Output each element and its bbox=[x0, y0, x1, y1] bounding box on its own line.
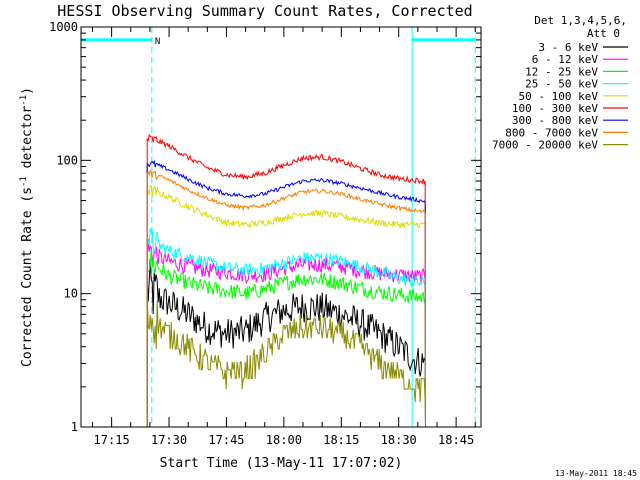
detector-label: Det 1,3,4,5,6, bbox=[534, 14, 627, 27]
y-axis: 1 10 100 1000 bbox=[49, 20, 481, 434]
y-tick-label: 1 bbox=[71, 420, 78, 434]
legend-entry-label: 100 - 300 keV bbox=[512, 102, 598, 115]
y-tick-label: 1000 bbox=[49, 20, 78, 34]
x-tick-label: 17:30 bbox=[151, 433, 187, 447]
attenuator-label: Att 0 bbox=[587, 27, 620, 40]
plot-frame bbox=[80, 26, 482, 428]
x-axis: 17:15 17:30 17:45 18:00 18:15 18:30 18:45 bbox=[91, 27, 476, 447]
chart-title: HESSI Observing Summary Count Rates, Cor… bbox=[57, 2, 472, 20]
series-line bbox=[146, 228, 426, 428]
legend-entry-label: 12 - 25 keV bbox=[525, 65, 598, 78]
series-line bbox=[146, 133, 426, 428]
legend-entry-label: 25 - 50 keV bbox=[525, 78, 598, 91]
series-line bbox=[146, 293, 426, 428]
legend-entry-label: 3 - 6 keV bbox=[538, 41, 598, 54]
series-line bbox=[146, 159, 426, 428]
x-tick-label: 17:15 bbox=[94, 433, 130, 447]
x-tick-label: 17:45 bbox=[208, 433, 244, 447]
night-marker-label: N bbox=[155, 37, 160, 47]
series-line bbox=[146, 184, 426, 428]
x-tick-label: 18:30 bbox=[381, 433, 417, 447]
y-tick-label: 10 bbox=[64, 287, 78, 301]
y-axis-label: Corrected Count Rate (s-1 detector-1) bbox=[19, 87, 35, 367]
x-tick-label: 18:45 bbox=[438, 433, 474, 447]
legend-entry-label: 6 - 12 keV bbox=[532, 53, 599, 66]
series-line bbox=[146, 249, 426, 428]
legend-entry-label: 300 - 800 keV bbox=[512, 114, 598, 127]
legend-entry-label: 50 - 100 keV bbox=[519, 90, 599, 103]
x-axis-label: Start Time (13-May-11 17:07:02) bbox=[160, 456, 403, 471]
timestamp: 13-May-2011 18:45 bbox=[555, 469, 637, 478]
series-line bbox=[146, 169, 426, 428]
x-tick-label: 18:15 bbox=[323, 433, 359, 447]
series-line bbox=[146, 258, 426, 428]
x-tick-label: 18:00 bbox=[266, 433, 302, 447]
legend-entry-label: 7000 - 20000 keV bbox=[492, 139, 598, 152]
legend-entry-label: 800 - 7000 keV bbox=[505, 126, 598, 139]
y-tick-label: 100 bbox=[56, 153, 78, 167]
